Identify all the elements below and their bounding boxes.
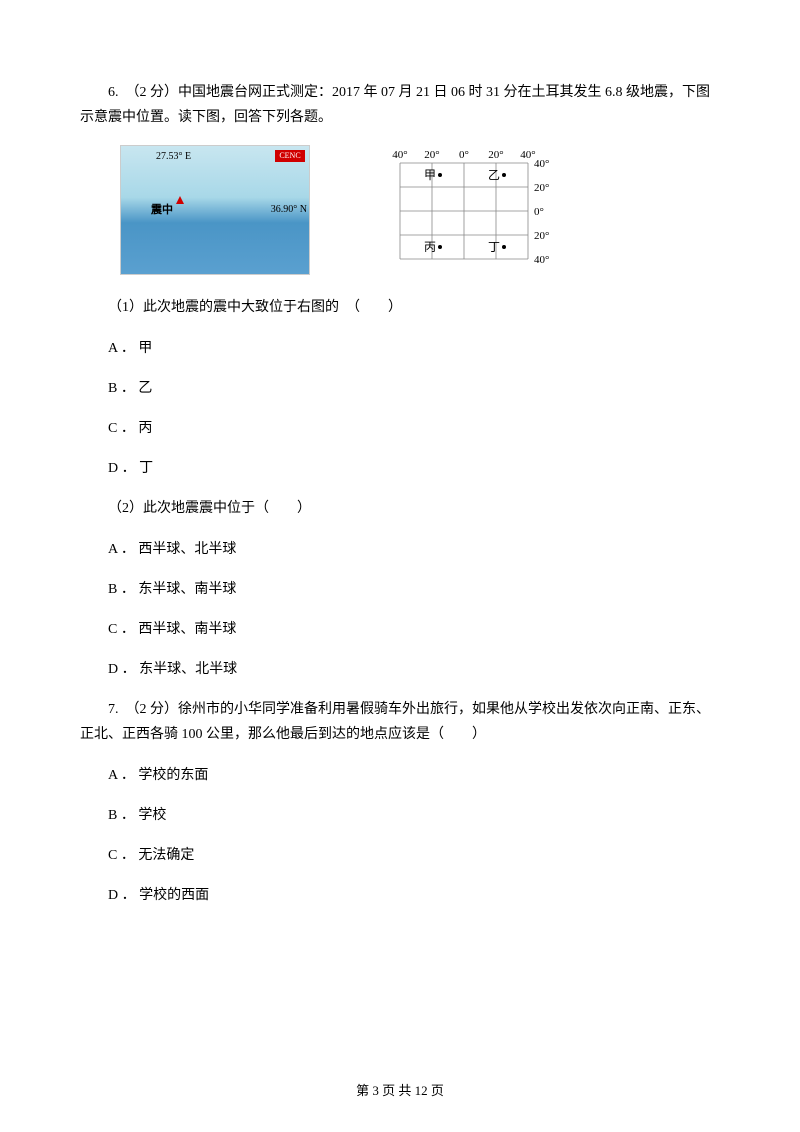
q6-intro: 6. （2 分）中国地震台网正式测定：2017 年 07 月 21 日 06 时… (80, 80, 720, 130)
map-lat-label: 36.90° N (271, 201, 307, 219)
svg-text:甲: 甲 (424, 168, 436, 182)
q6-sub1-option-b: B ． 乙 (80, 376, 720, 401)
q6-sub2-option-d: D ． 东半球、北半球 (80, 657, 720, 682)
q7-option-a: A ． 学校的东面 (80, 763, 720, 788)
q6-sub1-option-a: A ． 甲 (80, 336, 720, 361)
svg-text:0°: 0° (534, 206, 544, 218)
q7-option-c: C ． 无法确定 (80, 843, 720, 868)
svg-text:乙: 乙 (488, 168, 500, 182)
map-marker-icon (176, 196, 184, 204)
svg-text:40°: 40° (534, 158, 549, 170)
q6-sub1-option-c: C ． 丙 (80, 416, 720, 441)
q6-sub2-option-b: B ． 东半球、南半球 (80, 577, 720, 602)
svg-text:20°: 20° (488, 149, 503, 161)
q6-sub1-text: （1）此次地震的震中大致位于右图的 （ ） (80, 295, 720, 320)
svg-text:丁: 丁 (488, 240, 500, 254)
page-footer: 第 3 页 共 12 页 (0, 1079, 800, 1102)
map-logo: CENC (275, 150, 305, 162)
svg-text:40°: 40° (534, 254, 549, 266)
svg-text:20°: 20° (534, 230, 549, 242)
q7-option-b: B ． 学校 (80, 803, 720, 828)
q6-sub2-option-a: A ． 西半球、北半球 (80, 537, 720, 562)
grid-svg: 40°20°0°20°40°40°20°0°20°40°甲乙丙丁 (370, 145, 560, 275)
q6-sub2-text: （2）此次地震震中位于（ ） (80, 496, 720, 521)
q6-sub1-option-d: D ． 丁 (80, 456, 720, 481)
svg-text:40°: 40° (392, 149, 407, 161)
q7-intro: 7. （2 分）徐州市的小华同学准备利用暑假骑车外出旅行，如果他从学校出发依次向… (80, 697, 720, 747)
coordinate-grid: 40°20°0°20°40°40°20°0°20°40°甲乙丙丁 (370, 145, 560, 275)
earthquake-map: 27.53° E 36.90° N 震中 CENC (120, 145, 310, 275)
map-lon-label: 27.53° E (156, 148, 191, 166)
svg-text:丙: 丙 (424, 240, 436, 254)
svg-text:20°: 20° (534, 182, 549, 194)
map-center-label: 震中 (151, 201, 173, 221)
svg-text:0°: 0° (459, 149, 469, 161)
svg-text:20°: 20° (424, 149, 439, 161)
images-container: 27.53° E 36.90° N 震中 CENC 40° 20° 0° 20° 40°… (120, 145, 720, 275)
q6-sub2-option-c: C ． 西半球、南半球 (80, 617, 720, 642)
q7-option-d: D ． 学校的西面 (80, 883, 720, 908)
